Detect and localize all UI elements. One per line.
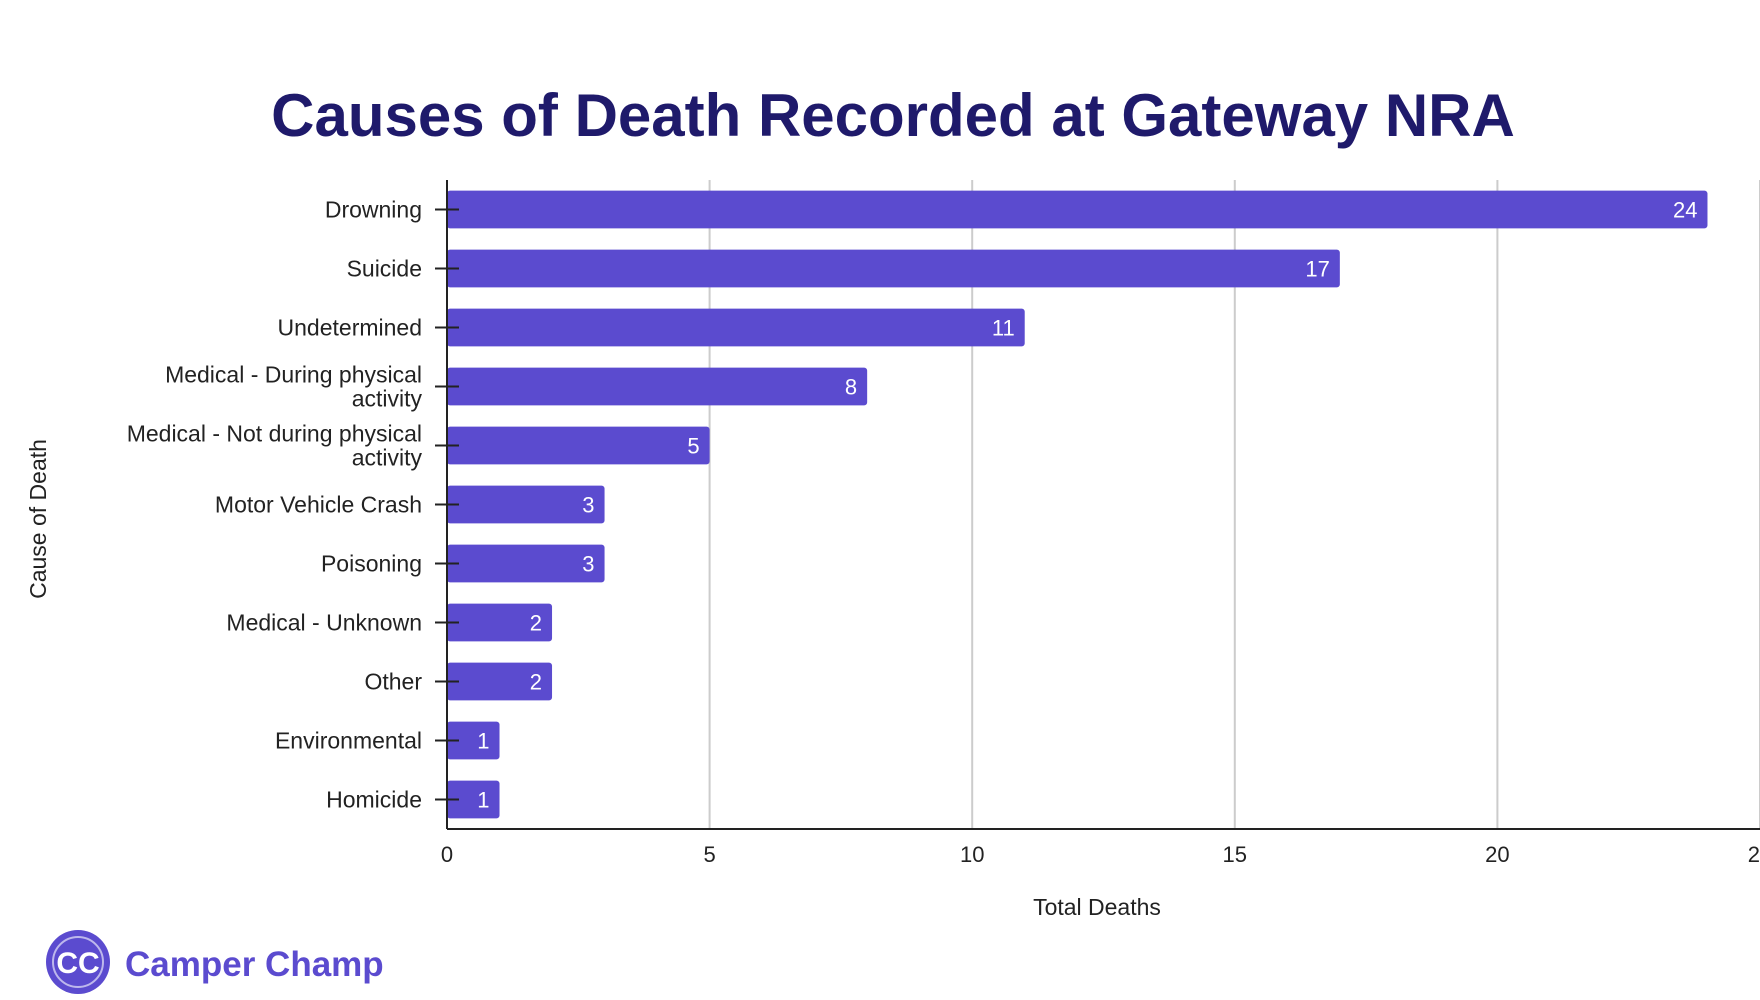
logo-text: CC xyxy=(56,947,99,980)
bar-value-label: 2 xyxy=(530,611,542,636)
category-labels: Drowning Suicide Undetermined Medical - Dur… xyxy=(127,197,423,813)
category-label: Homicide xyxy=(326,787,422,813)
bar-value-label: 11 xyxy=(992,316,1015,341)
category-label: Suicide xyxy=(347,256,422,282)
bar-value-label: 1 xyxy=(477,788,489,813)
bar xyxy=(447,308,1025,347)
category-label: Undetermined xyxy=(278,315,422,341)
bar-value-label: 3 xyxy=(582,493,594,518)
logo-circle xyxy=(46,930,110,994)
brand-logo: CC Camper Champ xyxy=(46,930,384,994)
category-label-line: activity xyxy=(352,386,423,412)
category-label: Medical - Not during physical activity xyxy=(127,421,423,471)
bar xyxy=(447,426,710,465)
bar-value-label: 17 xyxy=(1305,257,1329,282)
bar xyxy=(447,190,1708,229)
bar xyxy=(447,249,1340,288)
chart-title: Causes of Death Recorded at Gateway NRA xyxy=(271,82,1515,149)
bar-value-label: 5 xyxy=(687,434,699,459)
bar xyxy=(447,662,553,701)
bar xyxy=(447,367,868,406)
axes: 0510152025 xyxy=(435,180,1760,867)
x-tick-label: 5 xyxy=(703,842,715,867)
x-axis-title: Total Deaths xyxy=(1033,894,1161,920)
bar xyxy=(447,544,605,583)
bar-value-label: 1 xyxy=(477,729,489,754)
x-tick-label: 10 xyxy=(960,842,984,867)
category-label: Motor Vehicle Crash xyxy=(215,492,422,518)
x-tick-label: 15 xyxy=(1223,842,1247,867)
x-tick-label: 0 xyxy=(441,842,453,867)
bar xyxy=(447,780,500,819)
bar-value-label: 2 xyxy=(530,670,542,695)
category-label: Medical - Unknown xyxy=(226,610,422,636)
category-label: Medical - During physical activity xyxy=(165,362,422,412)
bar-value-label: 3 xyxy=(582,552,594,577)
category-label: Drowning xyxy=(325,197,422,223)
bar xyxy=(447,721,500,760)
brand-name: Camper Champ xyxy=(125,945,384,984)
category-label-line: Medical - During physical xyxy=(165,362,422,388)
x-tick-label: 20 xyxy=(1485,842,1509,867)
category-label: Environmental xyxy=(275,728,422,754)
bar xyxy=(447,485,605,524)
y-axis-title: Cause of Death xyxy=(25,439,51,599)
category-label: Other xyxy=(364,669,422,695)
bar xyxy=(447,603,553,642)
bar-value-label: 24 xyxy=(1673,198,1697,223)
category-label: Poisoning xyxy=(321,551,422,577)
logo-ring xyxy=(52,936,104,988)
bar-value-label: 8 xyxy=(845,375,857,400)
grid xyxy=(708,180,1760,829)
category-label-line: activity xyxy=(352,445,423,471)
category-label-line: Medical - Not during physical xyxy=(127,421,422,447)
x-tick-label: 25 xyxy=(1748,842,1760,867)
